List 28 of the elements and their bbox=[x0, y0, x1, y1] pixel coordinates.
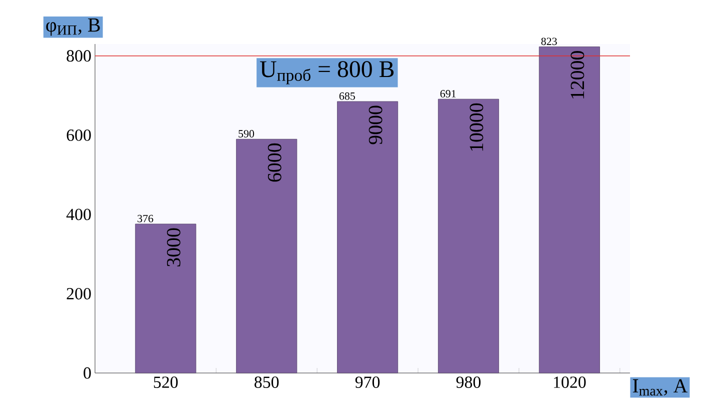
annotation: 3000 bbox=[166, 228, 180, 266]
x-tick-label: 850 bbox=[254, 376, 279, 388]
data-label: 823 bbox=[541, 38, 557, 46]
y-tick-label: 0 bbox=[84, 367, 91, 379]
bar bbox=[337, 101, 398, 374]
bar bbox=[438, 98, 499, 374]
bar bbox=[538, 46, 600, 374]
y-tick-label: 400 bbox=[66, 208, 91, 220]
data-label: 376 bbox=[138, 214, 154, 222]
data-label: 691 bbox=[440, 90, 456, 98]
data-label: 685 bbox=[339, 92, 355, 100]
x-tick-label: 1020 bbox=[554, 376, 586, 388]
annotation: 12000 bbox=[570, 51, 584, 98]
x-tick-label: 970 bbox=[355, 376, 380, 388]
y-axis-title: φ$_{ИП}$, В bbox=[46, 18, 100, 36]
x-tick-label: 520 bbox=[154, 376, 178, 388]
x-tick-label: 980 bbox=[456, 376, 481, 388]
annotation: 9000 bbox=[368, 106, 382, 144]
ref-line-label: U$_{проб}$ = 800 В bbox=[260, 61, 394, 84]
annotation: 6000 bbox=[268, 143, 282, 182]
bar bbox=[135, 224, 196, 374]
bar bbox=[236, 138, 298, 374]
annotation: 10000 bbox=[470, 103, 484, 151]
data-label: 590 bbox=[238, 130, 254, 138]
y-tick-label: 600 bbox=[66, 129, 91, 141]
y-tick-label: 800 bbox=[66, 50, 91, 62]
x-axis-title: I$_{max}$, A bbox=[632, 379, 688, 396]
y-tick-label: 200 bbox=[66, 288, 91, 300]
